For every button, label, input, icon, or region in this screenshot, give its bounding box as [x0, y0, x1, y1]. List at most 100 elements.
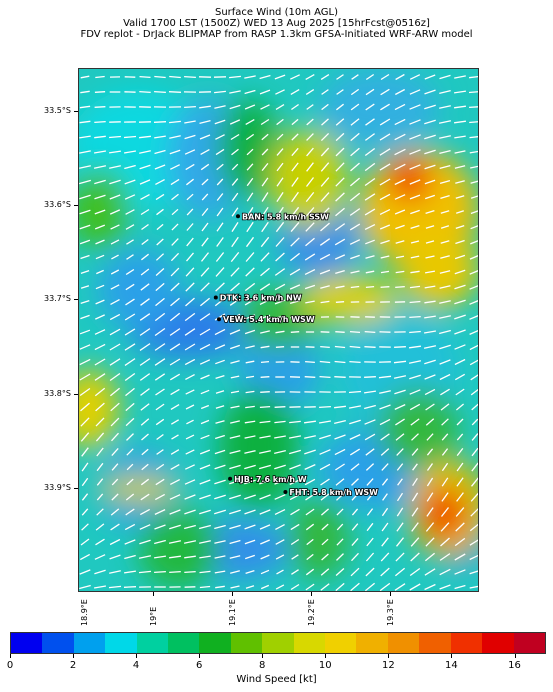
lat-tick-label: 33.6°S: [44, 199, 71, 209]
wind-arrow: [170, 479, 180, 485]
site-marker-fht[interactable]: [283, 490, 288, 494]
wind-arrow: [215, 420, 225, 424]
wind-arrow: [320, 177, 330, 187]
wind-arrow: [470, 210, 478, 215]
wind-arrow: [365, 239, 375, 245]
wind-arrow: [169, 524, 181, 530]
wind-arrow: [305, 300, 315, 304]
wind-arrow: [199, 313, 211, 321]
wind-arrow: [169, 135, 181, 139]
wind-arrow: [140, 403, 150, 411]
wind-arrow: [456, 492, 464, 502]
wind-arrow: [365, 103, 375, 111]
wind-arrow: [229, 298, 241, 306]
site-marker-hjb[interactable]: [228, 476, 233, 481]
wind-speed-colorbar: [10, 632, 546, 654]
wind-map[interactable]: BAN: 5.8 km/h SSW DTK: 3.6 km/h NW VEW: 5.…: [78, 68, 479, 592]
wind-arrow: [351, 552, 359, 562]
wind-arrow: [96, 508, 104, 516]
wind-arrow: [439, 285, 451, 289]
colorbar-tickmark: [325, 654, 327, 658]
colorbar-segment: [356, 633, 388, 653]
wind-arrow: [80, 254, 90, 260]
wind-arrow: [426, 507, 434, 517]
colorbar-tickmark: [514, 654, 516, 658]
wind-arrow: [170, 267, 180, 277]
colorbar-segment: [482, 633, 514, 653]
wind-arrow: [289, 420, 301, 424]
wind-arrow: [123, 586, 137, 588]
wind-arrow: [199, 509, 211, 515]
wind-arrow: [320, 132, 330, 142]
site-marker-dtk[interactable]: [213, 295, 218, 300]
wind-arrow: [230, 570, 240, 574]
wind-arrow: [365, 552, 375, 562]
wind-arrow: [455, 195, 465, 199]
wind-arrow: [109, 194, 121, 200]
wind-arrow: [138, 555, 152, 559]
wind-arrow: [319, 360, 331, 364]
wind-arrow: [409, 164, 421, 170]
wind-arrow: [80, 417, 90, 427]
wind-arrow: [411, 492, 419, 502]
wind-arrow: [290, 315, 300, 319]
wind-arrow: [381, 463, 389, 471]
wind-arrow: [168, 91, 182, 93]
site-marker-vew[interactable]: [217, 317, 221, 322]
wind-arrow: [185, 297, 195, 307]
wind-arrow: [290, 237, 300, 247]
wind-arrow: [305, 89, 315, 95]
wind-arrow: [454, 165, 466, 169]
wind-arrow: [305, 177, 315, 187]
wind-arrow: [349, 239, 361, 245]
wind-arrow: [454, 90, 466, 94]
wind-arrow: [440, 194, 450, 200]
wind-arrow: [214, 297, 226, 307]
wind-arrow: [274, 268, 286, 276]
colorbar-tickmark: [451, 654, 453, 658]
wind-arrow: [169, 373, 181, 381]
wind-arrow: [274, 494, 286, 500]
wind-arrow: [154, 164, 166, 170]
wind-arrow: [321, 89, 329, 95]
wind-arrow: [440, 522, 450, 532]
wind-arrow: [81, 462, 89, 472]
wind-arrow: [111, 493, 119, 501]
wind-arrow: [94, 343, 106, 351]
wind-arrow: [246, 192, 254, 202]
wind-arrow: [409, 403, 421, 411]
wind-arrow: [155, 179, 165, 185]
wind-arrow: [260, 104, 270, 110]
wind-arrow: [79, 105, 91, 109]
wind-arrow: [319, 269, 331, 275]
wind-arrow: [365, 88, 375, 96]
wind-arrow: [79, 150, 91, 154]
wind-arrow: [395, 240, 405, 244]
wind-arrow: [469, 75, 478, 79]
wind-arrow: [409, 194, 421, 200]
wind-arrow: [229, 329, 241, 335]
wind-arrow: [349, 177, 361, 187]
wind-arrow: [244, 314, 256, 320]
wind-arrow: [320, 162, 330, 172]
wind-arrow: [216, 207, 224, 217]
wind-arrow: [274, 479, 286, 485]
wind-arrow: [200, 267, 210, 277]
wind-arrow: [245, 252, 255, 262]
wind-arrow: [154, 509, 166, 515]
wind-arrow: [276, 177, 284, 187]
wind-arrow: [424, 300, 436, 304]
wind-arrow: [351, 74, 359, 80]
wind-arrow: [94, 91, 106, 93]
wind-arrow: [439, 568, 451, 576]
colorbar-segment: [73, 633, 106, 653]
wind-arrow: [408, 360, 422, 364]
wind-arrow: [410, 537, 420, 547]
wind-arrow: [169, 509, 181, 515]
wind-arrow: [426, 492, 434, 502]
colorbar-tick-label: 12: [382, 660, 395, 671]
site-marker-ban[interactable]: [236, 214, 240, 219]
wind-arrow: [229, 479, 241, 485]
wind-arrow: [454, 569, 466, 575]
wind-arrow: [350, 463, 360, 471]
